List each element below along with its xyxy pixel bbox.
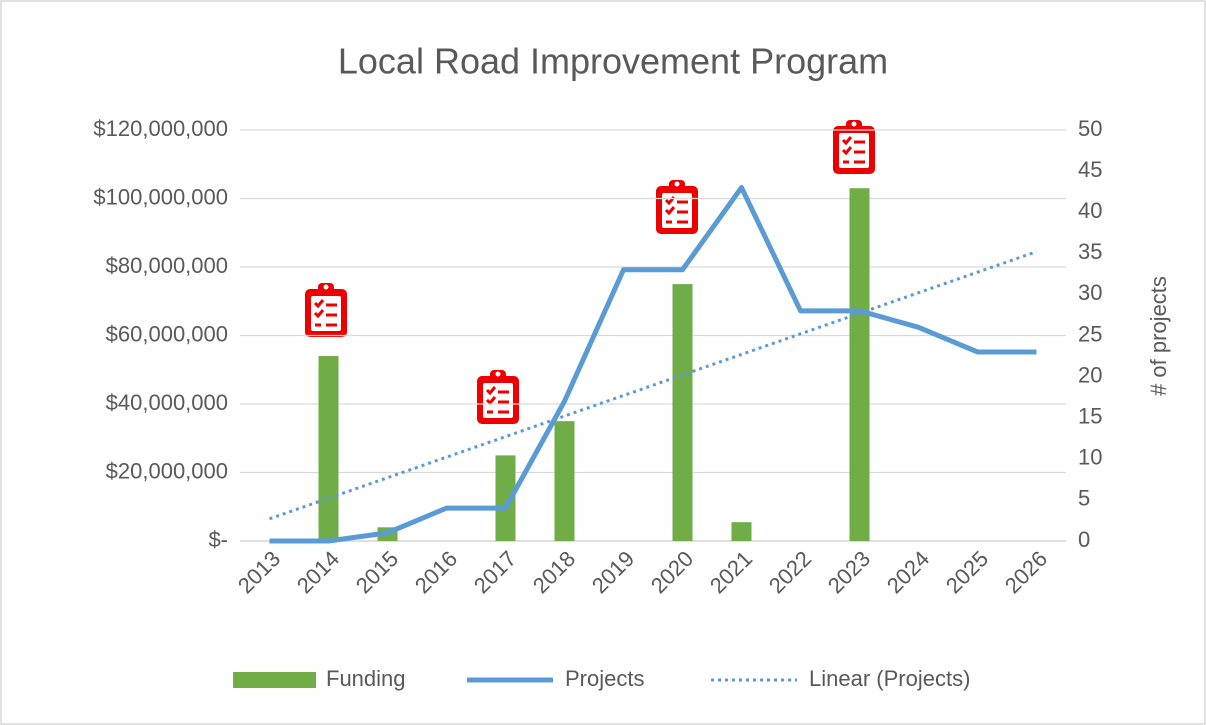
y-tick-label: $20,000,000 [106, 458, 228, 483]
legend-swatch [233, 672, 316, 688]
y2-tick-label: 20 [1078, 362, 1102, 387]
clipboard-icon [831, 118, 877, 176]
bar [495, 455, 516, 541]
clipboard-icon [475, 368, 521, 426]
y2-tick-label: 25 [1078, 321, 1102, 346]
y-tick-label: $100,000,000 [93, 184, 228, 209]
clipboard-icon [303, 281, 349, 339]
legend-label: Funding [326, 666, 406, 691]
legend-label: Projects [565, 666, 644, 691]
y2-tick-label: 0 [1078, 527, 1090, 552]
y2-axis-label: # of projects [1146, 276, 1171, 396]
bar [554, 421, 575, 541]
y2-tick-label: 45 [1078, 157, 1102, 182]
bar [849, 188, 870, 541]
y2-tick-label: 15 [1078, 404, 1102, 429]
bar [318, 356, 339, 541]
y2-tick-label: 5 [1078, 486, 1090, 511]
y-tick-label: $80,000,000 [106, 253, 228, 278]
legend-label: Linear (Projects) [809, 666, 970, 691]
y2-tick-label: 35 [1078, 239, 1102, 264]
bar [672, 284, 693, 541]
bar [731, 522, 752, 541]
clipboard-icon [654, 178, 700, 236]
line [269, 185, 1037, 544]
y2-tick-label: 10 [1078, 445, 1102, 470]
y-tick-label: $60,000,000 [106, 321, 228, 346]
y2-tick-label: 40 [1078, 198, 1102, 223]
y2-tick-label: 30 [1078, 280, 1102, 305]
chart-title: Local Road Improvement Program [338, 41, 888, 82]
y-tick-label: $120,000,000 [93, 116, 228, 141]
trend-line [269, 250, 1037, 521]
y-tick-label: $- [208, 527, 228, 552]
y2-tick-label: 50 [1078, 116, 1102, 141]
y-tick-label: $40,000,000 [106, 390, 228, 415]
